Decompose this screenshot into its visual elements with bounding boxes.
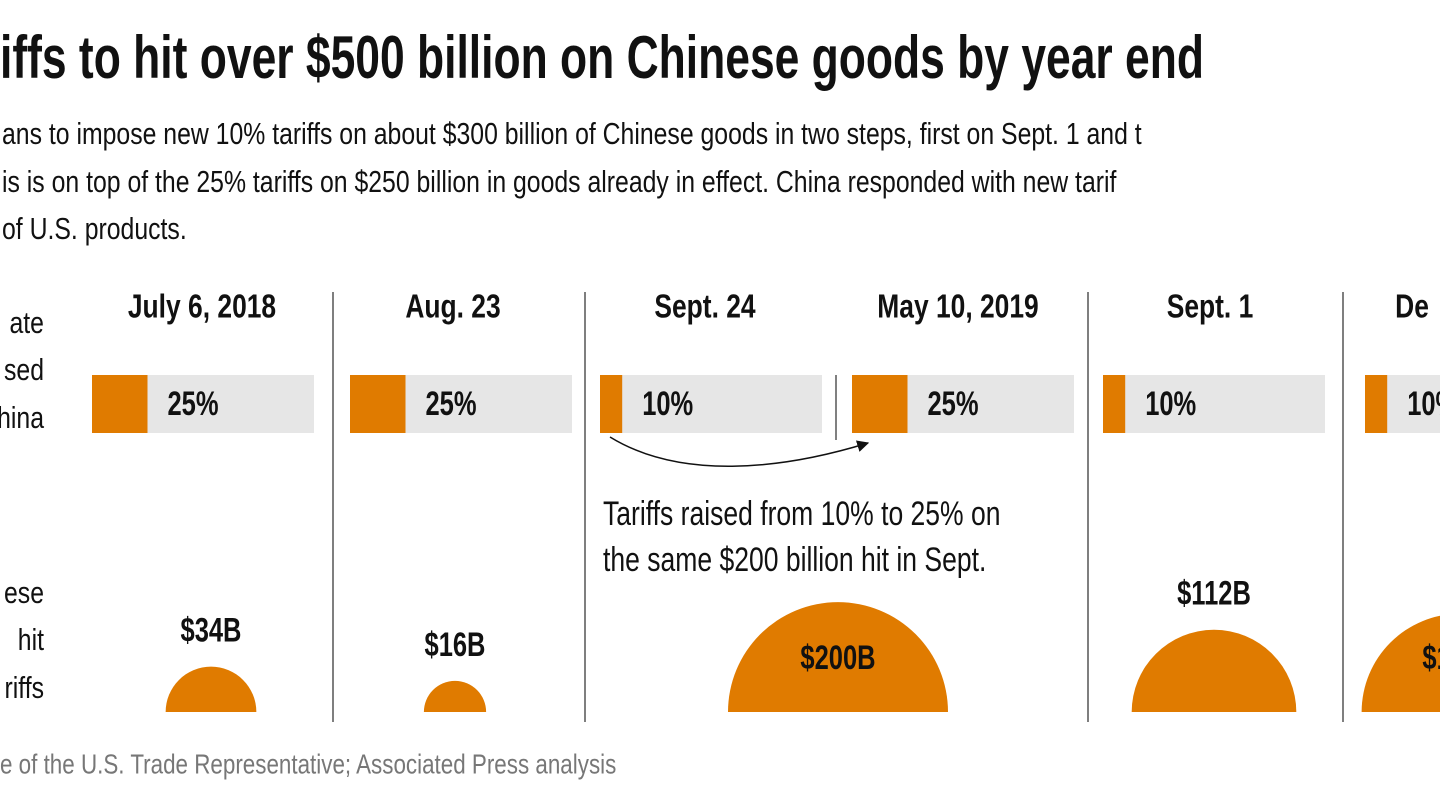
amount-label: $200B bbox=[800, 639, 875, 677]
amount-semicircle bbox=[423, 680, 487, 712]
subtitle-line: is is on top of the 25% tariffs on $250 … bbox=[2, 164, 1117, 199]
row-label: riffs bbox=[4, 670, 44, 705]
subtitle-line: ans to impose new 10% tariffs on about $… bbox=[2, 116, 1142, 151]
source: e of the U.S. Trade Representative; Asso… bbox=[0, 748, 616, 779]
rate-bar bbox=[1365, 375, 1388, 433]
date-label: Sept. 24 bbox=[654, 288, 756, 325]
row-label: ate bbox=[10, 305, 44, 340]
rate-track bbox=[600, 375, 822, 433]
row-label: hina bbox=[0, 400, 45, 435]
date-label: De bbox=[1395, 288, 1429, 325]
rate-label: 25% bbox=[168, 385, 219, 423]
date-label: Aug. 23 bbox=[405, 288, 500, 325]
arrow bbox=[609, 436, 870, 467]
rate-label: 10% bbox=[642, 385, 693, 423]
amount-semicircle bbox=[728, 602, 948, 712]
amount-label: $16B bbox=[425, 626, 486, 664]
rate-label: 25% bbox=[928, 385, 979, 423]
date-label: July 6, 2018 bbox=[128, 288, 276, 325]
row-label: ese bbox=[4, 575, 44, 610]
amount-label: $160B bbox=[1422, 639, 1440, 677]
rate-bar bbox=[92, 375, 148, 433]
date-label: May 10, 2019 bbox=[877, 288, 1038, 325]
rate-bar bbox=[350, 375, 406, 433]
rate-label: 25% bbox=[426, 385, 477, 423]
row-label: hit bbox=[18, 622, 45, 657]
amount-semicircle bbox=[1361, 615, 1440, 712]
row-label: sed bbox=[4, 352, 44, 387]
rate-label: 10% bbox=[1407, 385, 1440, 423]
rate-track bbox=[1103, 375, 1325, 433]
rate-bar bbox=[1103, 375, 1126, 433]
annotation: the same $200 billion hit in Sept. bbox=[603, 541, 986, 579]
rate-label: 10% bbox=[1145, 385, 1196, 423]
amount-label: $34B bbox=[181, 612, 242, 650]
amount-semicircle bbox=[165, 666, 257, 712]
rate-bar bbox=[600, 375, 623, 433]
amount-semicircle bbox=[1131, 629, 1297, 712]
subtitle-line: of U.S. products. bbox=[2, 211, 187, 246]
annotation: Tariffs raised from 10% to 25% on bbox=[603, 495, 1001, 533]
title: iffs to hit over $500 billion on Chinese… bbox=[0, 24, 1204, 91]
date-label: Sept. 1 bbox=[1167, 288, 1254, 325]
amount-label: $112B bbox=[1177, 575, 1251, 613]
rate-bar bbox=[852, 375, 908, 433]
